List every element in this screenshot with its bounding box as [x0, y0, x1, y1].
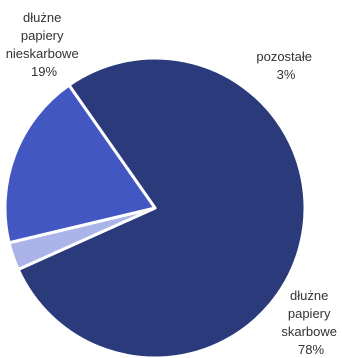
label-nieskarbowe-line-1: dłużne — [23, 10, 61, 25]
pie-slices — [3, 56, 307, 358]
label-skarbowe-line-2: papiery — [288, 306, 331, 321]
slice-nieskarbowe — [3, 83, 157, 245]
label-skarbowe-line-3: skarbowe — [281, 324, 337, 339]
label-nieskarbowe-percent: 19% — [31, 64, 57, 79]
label-nieskarbowe-line-3: nieskarbowe — [6, 46, 79, 61]
label-pozostale-percent: 3% — [277, 67, 296, 82]
label-nieskarbowe: dłużne papiery nieskarbowe 19% — [6, 10, 83, 79]
label-skarbowe: dłużne papiery skarbowe 78% — [281, 288, 340, 357]
slice-skarbowe — [16, 56, 307, 358]
label-pozostale: pozostałe 3% — [256, 49, 315, 82]
label-skarbowe-percent: 78% — [298, 342, 324, 357]
label-pozostale-line-1: pozostałe — [256, 49, 312, 64]
label-skarbowe-line-1: dłużne — [290, 288, 328, 303]
label-nieskarbowe-line-2: papiery — [21, 28, 64, 43]
